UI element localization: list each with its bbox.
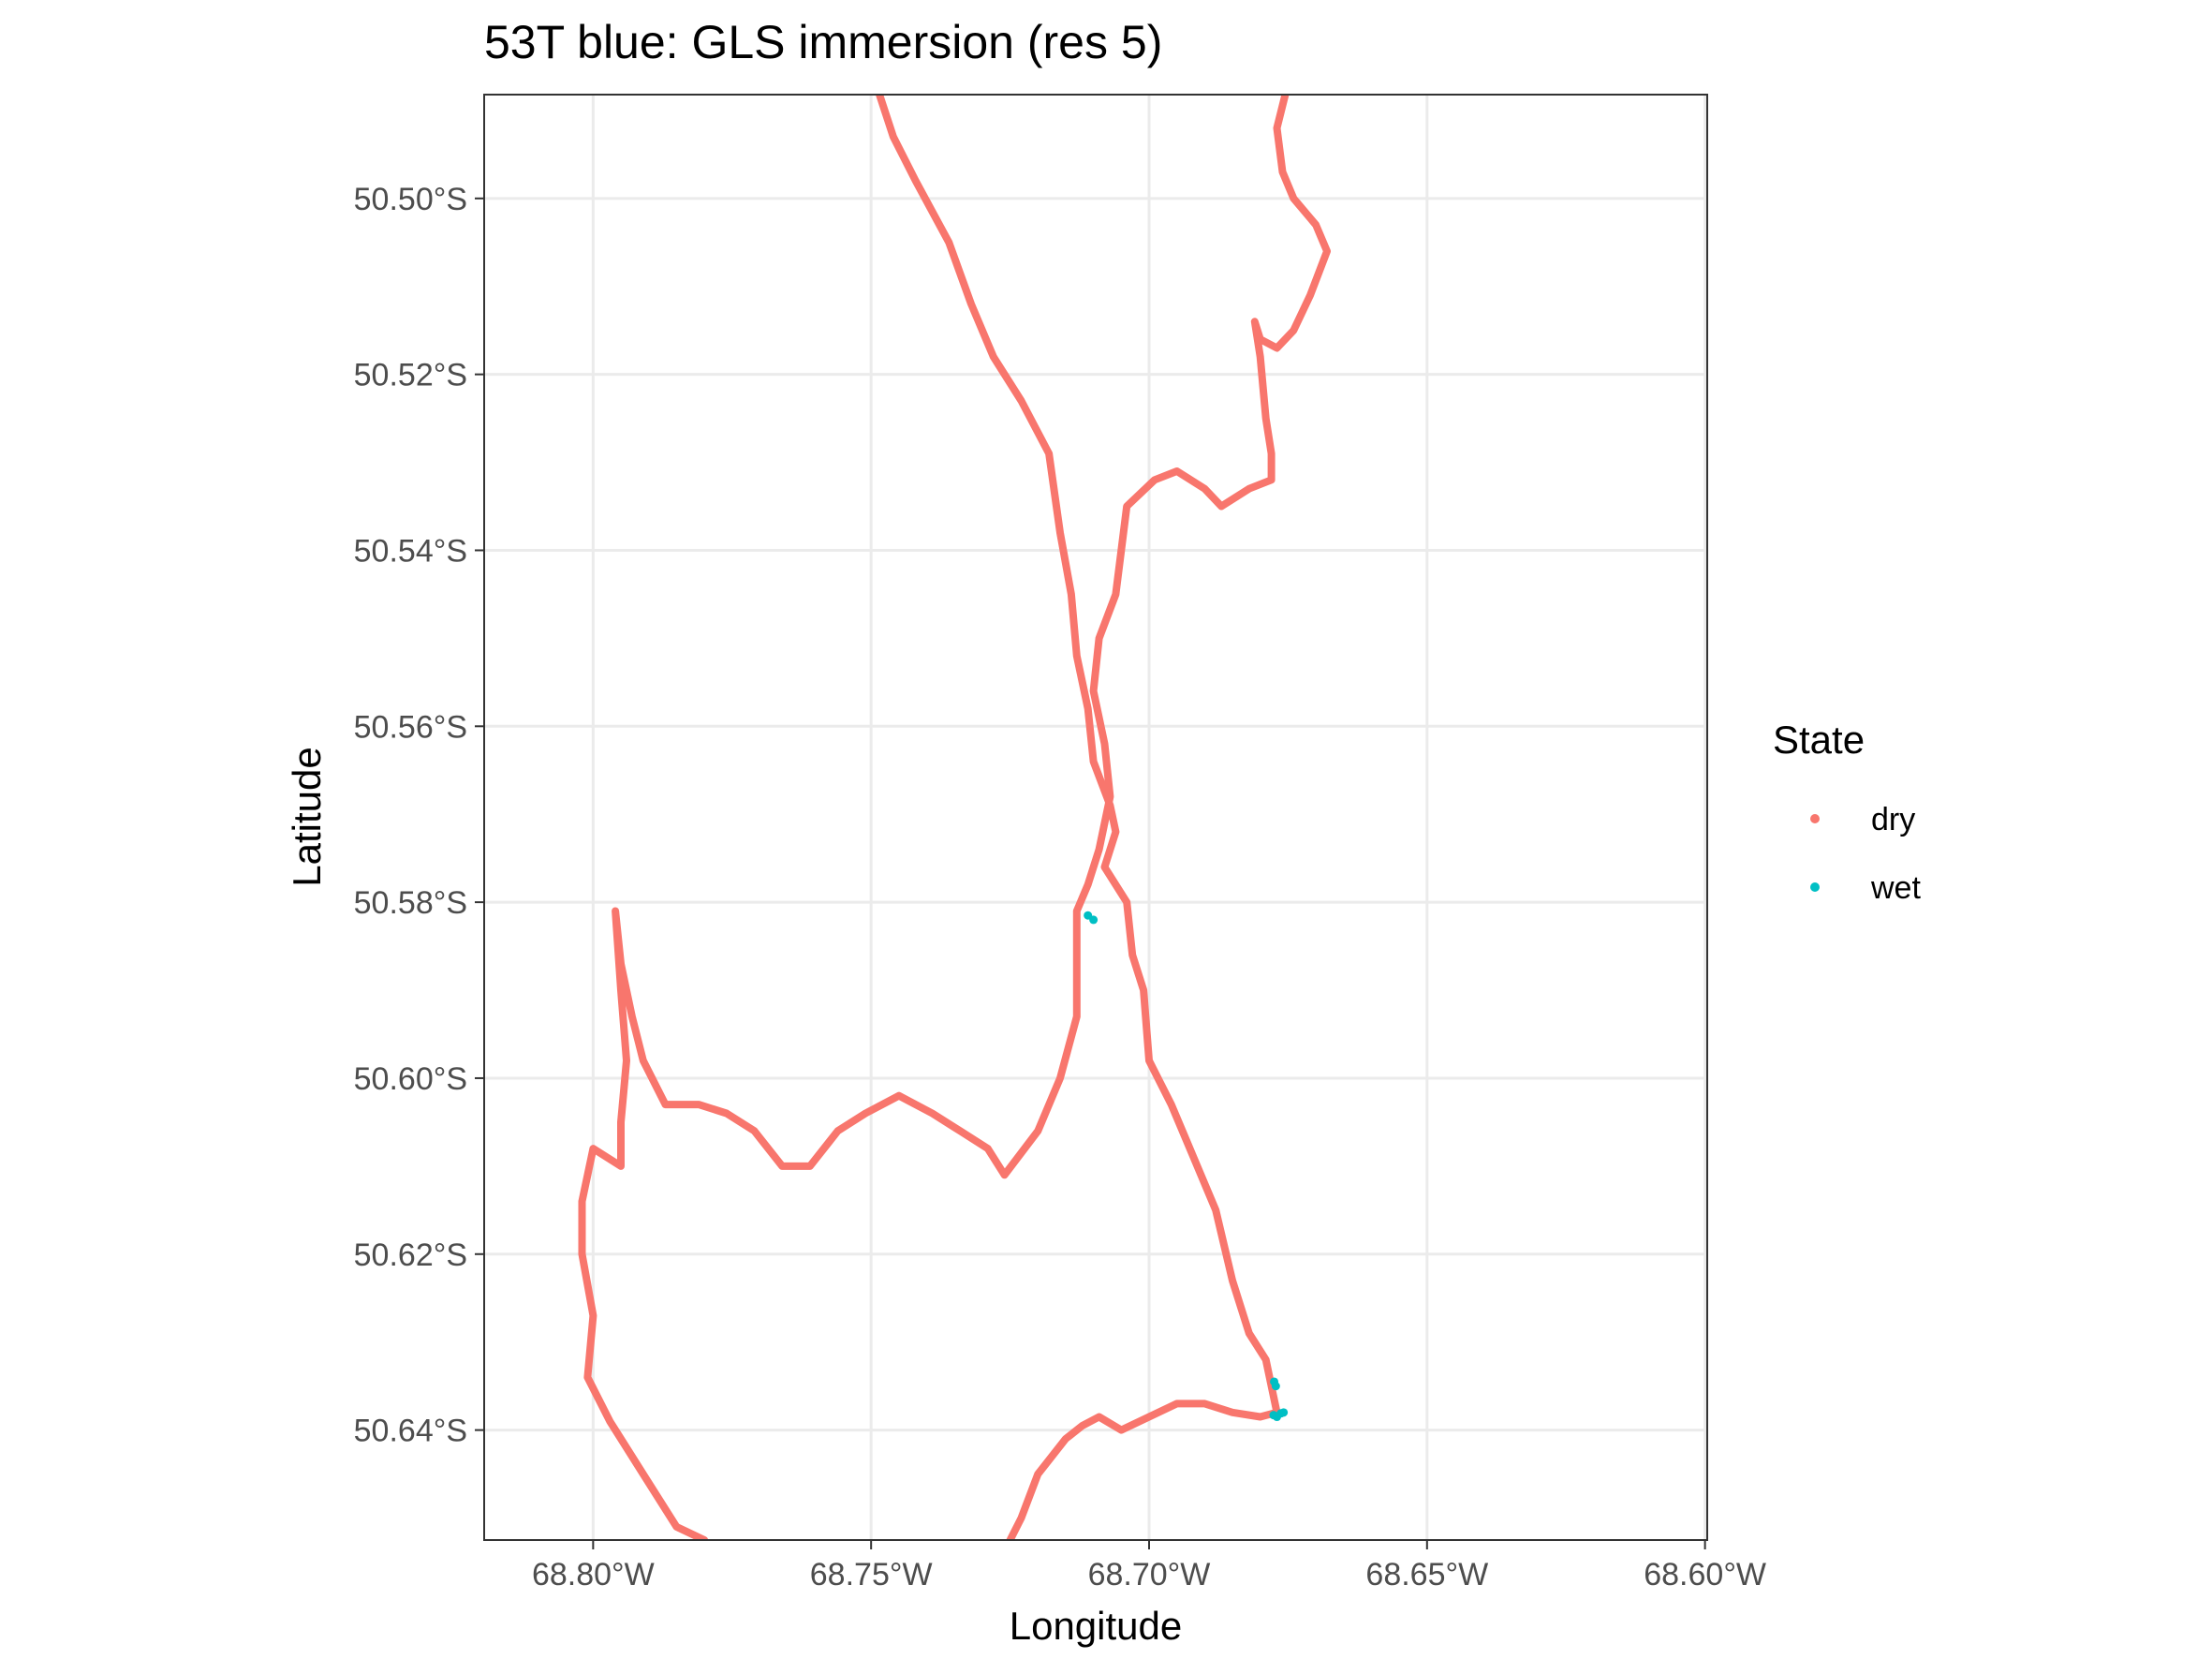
legend-items: dry wet (1810, 802, 1921, 906)
panel-border (483, 94, 1708, 1541)
series-wet-point (1279, 1408, 1289, 1417)
y-axis: 50.50°S 50.52°S 50.54°S 50.56°S 50.58°S 50.60… (354, 182, 484, 1449)
y-tick-label: 50.58°S (354, 885, 467, 921)
y-tick-label: 50.56°S (354, 709, 467, 745)
x-tick-label: 68.75°W (810, 1557, 933, 1592)
legend-title: State (1773, 718, 1865, 762)
track-points (578, 95, 1331, 1540)
data-layer (578, 95, 1331, 1540)
x-tick-label: 68.65°W (1365, 1557, 1488, 1592)
x-tick-label: 68.70°W (1088, 1557, 1211, 1592)
legend-key-dry (1810, 814, 1820, 823)
chart-title: 53T blue: GLS immersion (res 5) (484, 16, 1162, 68)
y-tick-label: 50.60°S (354, 1061, 467, 1097)
series-wet-point (1089, 915, 1099, 925)
y-tick-label: 50.54°S (354, 533, 467, 569)
y-tick-label: 50.64°S (354, 1414, 467, 1449)
y-tick-label: 50.52°S (354, 358, 467, 393)
x-axis-title: Longitude (1010, 1604, 1183, 1648)
grid (484, 95, 1707, 1540)
legend-label-wet: wet (1870, 870, 1921, 906)
x-tick-label: 68.80°W (532, 1557, 655, 1592)
x-tick-label: 68.60°W (1644, 1557, 1766, 1592)
series-wet-point (1271, 1382, 1280, 1391)
legend-key-wet (1810, 882, 1820, 892)
legend-label-dry: dry (1871, 802, 1915, 837)
series-dry-track (876, 95, 1281, 1540)
series-dry-track (578, 95, 1331, 1540)
y-axis-title: Latitude (285, 747, 329, 886)
y-tick-label: 50.50°S (354, 182, 467, 217)
y-tick-label: 50.62°S (354, 1237, 467, 1273)
legend: State dry wet (1773, 718, 1921, 906)
x-axis: 68.80°W 68.75°W 68.70°W 68.65°W 68.60°W (532, 1540, 1766, 1592)
